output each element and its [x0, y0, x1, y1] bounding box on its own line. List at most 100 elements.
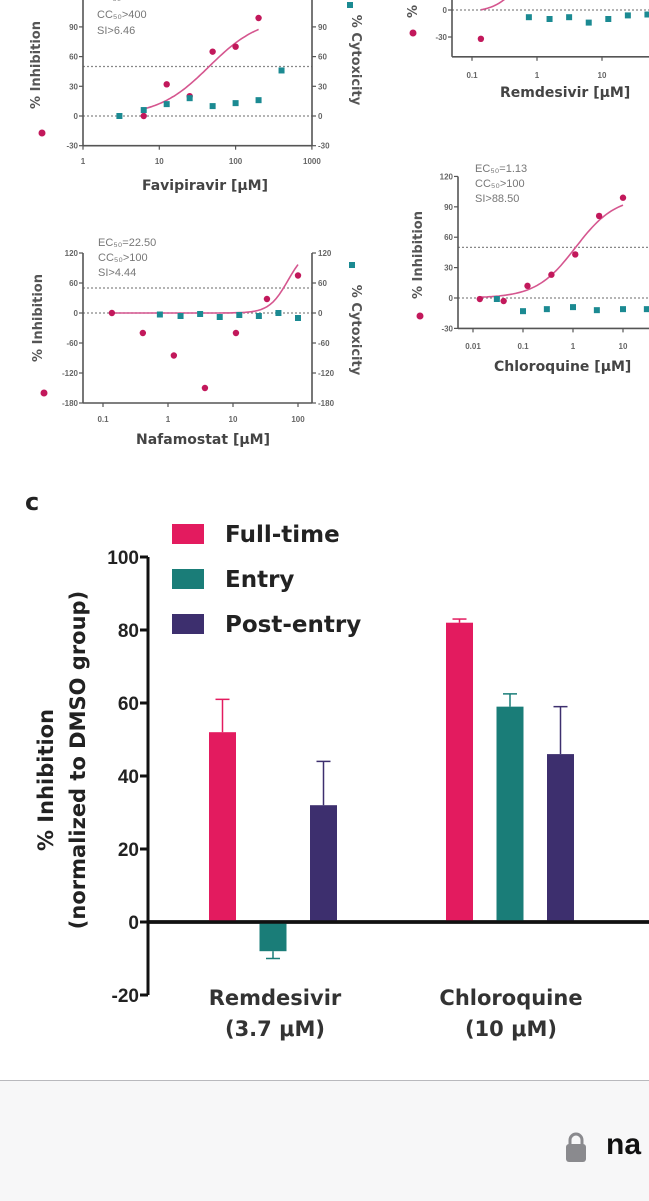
cytotoxicity-point	[570, 304, 576, 311]
x-tick-label: 1	[81, 157, 86, 166]
inhibition-point	[263, 295, 271, 303]
y2-tick-label: 30	[318, 82, 327, 91]
y-axis-label: % Inhibition	[411, 211, 426, 299]
y-tick-label: 0	[74, 309, 79, 318]
lock-icon	[566, 1132, 586, 1162]
cytotoxicity-point	[624, 12, 631, 19]
y-tick-label: 90	[69, 23, 78, 32]
y-tick-label: 0	[443, 6, 448, 15]
inhibition-legend-marker	[416, 312, 424, 320]
cytotoxicity-point	[644, 11, 649, 18]
y-tick-label: 0	[128, 913, 139, 934]
cytotoxicity-legend-marker	[349, 262, 355, 268]
inhibition-point	[619, 194, 627, 201]
y-axis-label: % Inhibition	[34, 709, 58, 851]
inhibition-point	[232, 43, 239, 50]
cytotoxicity-point	[216, 314, 223, 320]
stat-annotation: EC₅₀=61.88	[97, 0, 155, 3]
y-tick-label: 80	[118, 621, 139, 642]
category-label: Remdesivir	[209, 986, 342, 1010]
y2-tick-label: 120	[318, 249, 332, 258]
y-axis-label: % Inhibition	[31, 274, 46, 362]
x-axis-label: Favipiravir [μM]	[142, 178, 268, 194]
legend-label: Entry	[225, 567, 294, 593]
x-axis-label: Remdesivir [μM]	[500, 85, 630, 101]
y-tick-label: 30	[69, 82, 78, 91]
bar-entry-remdesivir	[259, 922, 287, 952]
inhibition-legend-marker	[40, 389, 48, 397]
category-label: Chloroquine	[439, 986, 582, 1010]
cytotoxicity-point	[197, 311, 204, 317]
cytotoxicity-point	[593, 307, 600, 314]
inhibition-point	[500, 297, 507, 305]
cytotoxicity-point	[186, 95, 193, 102]
bar-full-time-chloroquine	[446, 622, 473, 922]
legend-swatch	[172, 614, 204, 634]
bar-post-entry-chloroquine	[547, 754, 574, 922]
cytotoxicity-point	[275, 310, 282, 316]
cytotoxicity-point	[546, 16, 553, 22]
y-tick-label: -30	[66, 142, 78, 151]
x-tick-label: 0.1	[517, 342, 529, 351]
y-tick-label: 90	[444, 203, 453, 212]
inhibition-point	[209, 48, 216, 55]
y-tick-label: 20	[118, 840, 139, 861]
cytotoxicity-legend-marker	[347, 2, 353, 8]
inhibition-point	[476, 295, 484, 303]
y2-tick-label: -120	[318, 369, 335, 378]
cytotoxicity-point	[278, 67, 285, 74]
inhibition-point	[140, 112, 147, 120]
cytotoxicity-point	[620, 306, 626, 313]
legend-swatch	[172, 524, 204, 544]
y-tick-label: 120	[440, 172, 454, 181]
inhibition-point	[572, 251, 579, 258]
y-tick-label: 60	[69, 279, 78, 288]
y2-tick-label: 120	[318, 0, 332, 2]
url-text[interactable]: na	[606, 1128, 642, 1161]
y-tick-label: 40	[118, 767, 139, 788]
x-tick-label: 0.1	[97, 415, 109, 424]
y2-tick-label: -180	[318, 399, 335, 408]
cytotoxicity-point	[585, 19, 592, 26]
inhibition-point	[477, 35, 485, 42]
inhibition-point	[163, 81, 170, 88]
stat-annotation: CC₅₀>100	[475, 178, 525, 190]
bar-entry-chloroquine	[496, 706, 524, 922]
x-tick-label: 10	[598, 71, 607, 80]
bar-full-time-remdesivir	[209, 732, 236, 922]
y-tick-label: -120	[62, 369, 79, 378]
y2-tick-label: -30	[318, 142, 330, 151]
inhibition-point	[294, 272, 302, 279]
cytotoxicity-point	[295, 315, 301, 321]
y-tick-label: -60	[66, 339, 78, 348]
y-axis-label-line2: (normalized to DMSO group)	[66, 591, 90, 929]
cytotoxicity-point	[543, 306, 550, 313]
y-tick-label: 60	[118, 694, 139, 715]
cytotoxicity-point	[236, 312, 243, 318]
y-tick-label: -30	[441, 324, 453, 333]
cytotoxicity-point	[177, 313, 184, 319]
cytotoxicity-point	[156, 311, 163, 318]
inhibition-point	[108, 309, 116, 317]
stat-annotation: EC₅₀=1.13	[475, 163, 527, 175]
fit-curve	[143, 28, 259, 110]
y-tick-label: 120	[65, 249, 79, 258]
stat-annotation: CC₅₀>400	[97, 9, 147, 21]
y-tick-label: 120	[65, 0, 79, 2]
y-axis-label: % Inhibition	[29, 21, 44, 109]
cytotoxicity-point	[605, 16, 612, 22]
stat-annotation: EC₅₀=22.50	[98, 237, 156, 249]
x-tick-label: 0.01	[465, 342, 481, 351]
stat-annotation: SI>4.44	[98, 267, 136, 279]
cytotoxicity-point	[140, 107, 147, 114]
y-tick-label: 0	[74, 112, 79, 121]
y-tick-label: 60	[69, 53, 78, 62]
browser-address-bar[interactable]	[0, 1080, 649, 1201]
y-axis-label: % Inhibition	[406, 0, 421, 18]
x-tick-label: 10	[619, 342, 628, 351]
inhibition-point	[255, 14, 262, 22]
y-tick-label: 0	[449, 294, 454, 303]
x-tick-label: 1	[535, 71, 540, 80]
x-tick-label: 1	[571, 342, 576, 351]
category-sublabel: (10 μM)	[465, 1017, 557, 1041]
